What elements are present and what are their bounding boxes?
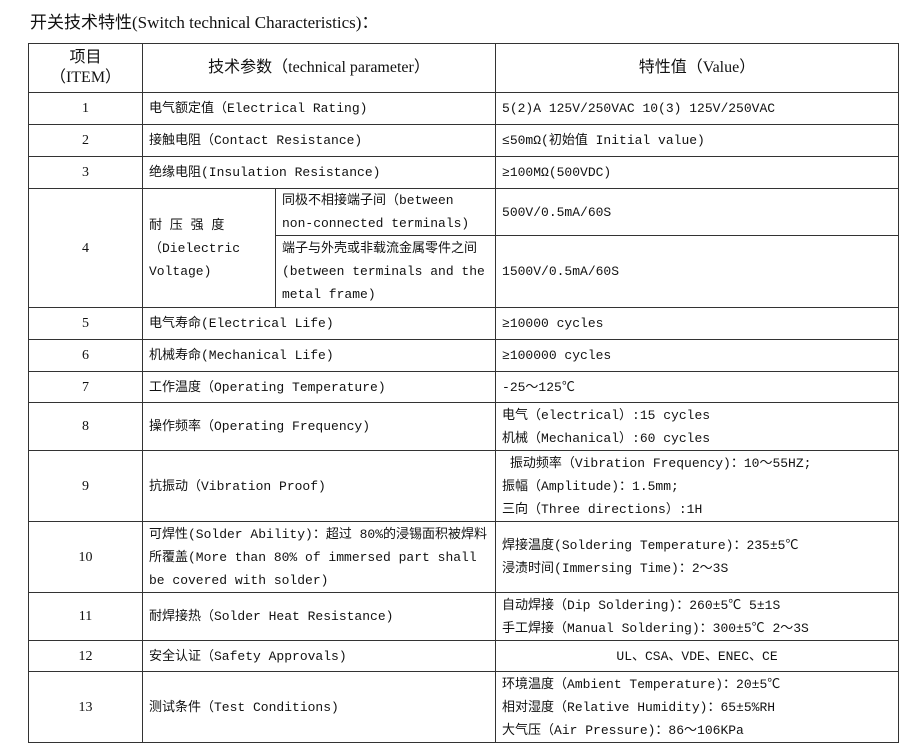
item-number: 2 [28,124,143,157]
param-label: 绝缘电阻(Insulation Resistance) [141,156,497,189]
item-number: 7 [28,371,143,403]
value-line: 大气压（Air Pressure)：86～106KPa [502,722,744,738]
param-value: ≥100MΩ(500VDC) [495,156,900,189]
param-label: 电气寿命(Electrical Life) [141,307,497,340]
value-line: ≤50mΩ(初始值 Initial value) [502,133,705,148]
param-label: 接触电阻（Contact Resistance) [141,124,497,157]
spec-table: 项目 （ITEM） 技术参数（technical parameter） 特性值（… [28,43,900,743]
value-line: 环境温度（Ambient Temperature)：20±5℃ [502,676,781,692]
value-line: 手工焊接（Manual Soldering)：300±5℃ 2～3S [502,620,809,636]
item-number: 12 [28,640,143,672]
table-row: 6 机械寿命(Mechanical Life) ≥100000 cycles [28,339,900,372]
param-label: 电气额定值（Electrical Rating) [141,92,497,125]
header-row: 项目 （ITEM） 技术参数（technical parameter） 特性值（… [28,43,900,93]
table-row: 12 安全认证（Safety Approvals) UL、CSA、VDE、ENE… [28,640,900,672]
value-line: ≥100000 cycles [502,348,612,363]
value-line: UL、CSA、VDE、ENEC、CE [616,648,778,664]
item-number: 3 [28,156,143,189]
param-label: 抗振动（Vibration Proof) [141,450,497,522]
item-number: 11 [28,592,143,641]
sub-param-label: 端子与外壳或非载流金属零件之间(between terminals and th… [274,235,497,308]
param-value: UL、CSA、VDE、ENEC、CE [495,640,900,672]
param-value: 1500V/0.5mA/60S [495,235,900,308]
item-number: 9 [28,450,143,522]
value-line: 自动焊接（Dip Soldering)：260±5℃ 5±1S [502,597,781,613]
item-number: 5 [28,307,143,340]
value-line: 振动频率（Vibration Frequency)：10～55HZ; [502,455,812,471]
param-value: -25～125℃ [495,371,900,403]
value-line: ≥100MΩ(500VDC) [502,165,612,180]
value-line: -25～125℃ [502,379,575,395]
sub-param-label: 同极不相接端子间（between non-connected terminals… [274,188,497,236]
param-label: 机械寿命(Mechanical Life) [141,339,497,372]
item-number: 10 [28,521,143,593]
table-row: 7 工作温度（Operating Temperature) -25～125℃ [28,371,900,403]
param-label: 可焊性(Solder Ability)：超过 80%的浸锡面积被焊料所覆盖(Mo… [141,521,497,593]
value-line: ≥10000 cycles [502,316,604,331]
param-value: 环境温度（Ambient Temperature)：20±5℃ 相对湿度（Rela… [495,671,900,743]
value-line: 5(2)A 125V/250VAC 10(3) 125V/250VAC [502,101,776,116]
item-number: 6 [28,339,143,372]
header-param: 技术参数（technical parameter） [141,43,497,93]
param-label: 工作温度（Operating Temperature) [141,371,497,403]
value-line: 机械（Mechanical）:60 cycles [502,430,711,446]
table-row: 1 电气额定值（Electrical Rating) 5(2)A 125V/25… [28,92,900,125]
table-row: 13 测试条件（Test Conditions) 环境温度（Ambient Te… [28,671,900,743]
param-value: 振动频率（Vibration Frequency)：10～55HZ; 振幅（Amp… [495,450,900,522]
param-value: ≤50mΩ(初始值 Initial value) [495,124,900,157]
param-value: 500V/0.5mA/60S [495,188,900,236]
table-row: 11 耐焊接热（Solder Heat Resistance) 自动焊接（Dip… [28,592,900,641]
value-line: 浸渍时间(Immersing Time)：2～3S [502,561,729,576]
item-number: 1 [28,92,143,125]
param-value: ≥100000 cycles [495,339,900,372]
table-row: 3 绝缘电阻(Insulation Resistance) ≥100MΩ(500… [28,156,900,189]
table-row: 10 可焊性(Solder Ability)：超过 80%的浸锡面积被焊料所覆盖… [28,521,900,593]
value-line: 相对湿度（Relative Humidity)：65±5%RH [502,699,776,715]
value-line: 振幅（Amplitude)：1.5mm; [502,478,679,494]
param-label: 测试条件（Test Conditions) [141,671,497,743]
table-row: 2 接触电阻（Contact Resistance) ≤50mΩ(初始值 Ini… [28,124,900,157]
param-label: 安全认证（Safety Approvals) [141,640,497,672]
value-line: 电气（electrical）:15 cycles [502,407,711,423]
item-number: 8 [28,402,143,451]
header-item: 项目 （ITEM） [28,43,143,93]
table-row: 9 抗振动（Vibration Proof) 振动频率（Vibration Fr… [28,450,900,522]
param-value: 焊接温度(Soldering Temperature)：235±5℃ 浸渍时间(I… [495,521,900,593]
param-value: 自动焊接（Dip Soldering)：260±5℃ 5±1S 手工焊接（Manu… [495,592,900,641]
param-label: 耐 压 强 度 （Dielectric Voltage) [142,188,276,308]
value-line: 焊接温度(Soldering Temperature)：235±5℃ [502,538,799,553]
item-number: 4 [28,188,143,308]
page-title: 开关技术特性(Switch technical Characteristics)… [30,13,379,32]
value-line: 三向（Three directions）:1H [502,501,703,517]
param-value: 电气（electrical）:15 cycles 机械（Mechanical）:6… [495,402,900,451]
table-row: 8 操作频率（Operating Frequency) 电气（electrica… [28,402,900,451]
param-label: 耐焊接热（Solder Heat Resistance) [141,592,497,641]
param-value: 5(2)A 125V/250VAC 10(3) 125V/250VAC [495,92,900,125]
param-label: 操作频率（Operating Frequency) [141,402,497,451]
header-value: 特性值（Value） [495,43,900,93]
table-row: 5 电气寿命(Electrical Life) ≥10000 cycles [28,307,900,340]
item-number: 13 [28,671,143,743]
table-row: 4 耐 压 强 度 （Dielectric Voltage) 同极不相接端子间（… [28,188,900,308]
param-value: ≥10000 cycles [495,307,900,340]
